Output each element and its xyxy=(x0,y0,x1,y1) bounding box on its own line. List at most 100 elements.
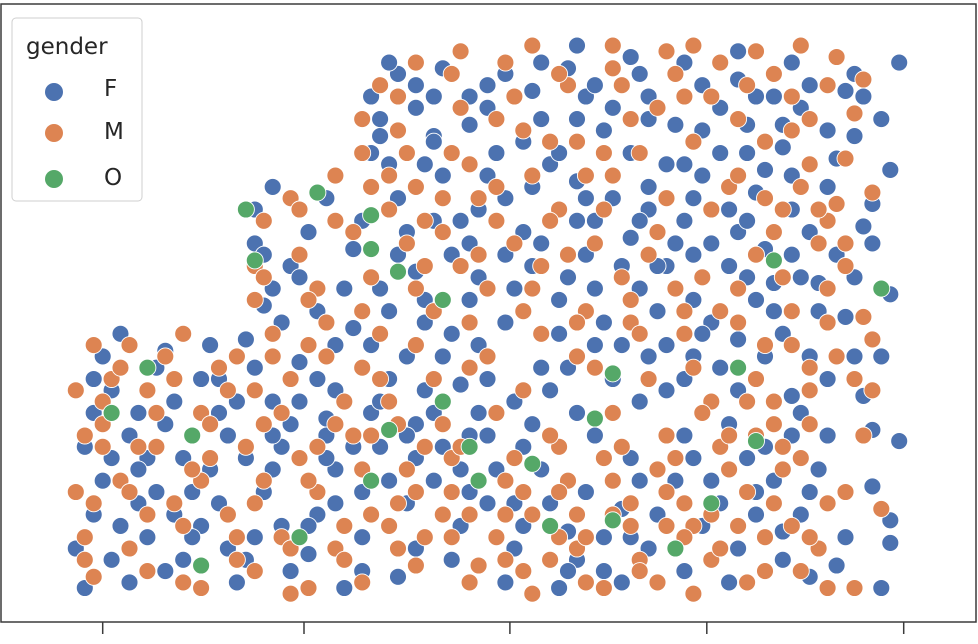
data-point-f xyxy=(147,483,166,501)
data-point-f xyxy=(424,471,443,490)
data-point-o xyxy=(469,471,488,490)
data-point-m xyxy=(800,358,819,377)
data-point-o xyxy=(192,556,211,575)
data-point-m xyxy=(380,200,399,219)
data-point-f xyxy=(836,81,855,100)
data-point-m xyxy=(487,211,506,230)
data-point-m xyxy=(281,370,300,388)
data-point-m xyxy=(756,562,774,581)
data-point-o xyxy=(102,403,121,422)
legend-marker-o xyxy=(45,170,63,188)
data-point-f xyxy=(532,110,551,129)
data-point-m xyxy=(317,313,336,332)
data-point-f xyxy=(800,76,819,95)
data-point-o xyxy=(603,364,622,383)
data-point-m xyxy=(362,426,381,445)
data-point-f xyxy=(299,223,318,242)
data-point-f xyxy=(845,347,864,366)
data-point-m xyxy=(299,290,318,309)
data-point-f xyxy=(406,98,425,117)
data-point-m xyxy=(773,200,792,219)
data-point-f xyxy=(165,392,184,411)
data-point-f xyxy=(630,64,649,83)
data-point-m xyxy=(675,302,694,321)
data-point-m xyxy=(147,437,166,456)
legend-title: gender xyxy=(26,34,108,60)
data-point-f xyxy=(800,483,819,501)
data-point-f xyxy=(505,279,524,298)
data-point-m xyxy=(541,426,560,445)
data-point-f xyxy=(585,279,604,298)
data-point-f xyxy=(335,279,354,298)
data-point-f xyxy=(747,290,765,309)
data-point-f xyxy=(84,370,103,388)
data-point-f xyxy=(675,562,694,581)
data-point-f xyxy=(129,460,148,479)
data-point-f xyxy=(299,545,318,564)
data-point-f xyxy=(594,562,613,581)
data-point-m xyxy=(192,579,211,597)
data-point-m xyxy=(514,121,533,140)
data-point-m xyxy=(738,392,757,411)
data-point-m xyxy=(827,48,846,66)
data-point-m xyxy=(299,579,318,597)
data-point-m xyxy=(290,245,309,264)
data-point-m xyxy=(550,483,569,501)
data-point-m xyxy=(523,279,542,298)
data-point-o xyxy=(183,426,202,445)
data-point-f xyxy=(818,426,837,445)
data-point-m xyxy=(254,415,273,434)
data-point-f xyxy=(245,358,264,377)
data-point-f xyxy=(836,307,855,326)
data-point-f xyxy=(585,336,604,355)
data-point-f xyxy=(818,370,837,388)
data-point-m xyxy=(460,358,479,377)
data-point-m xyxy=(603,36,622,55)
data-point-f xyxy=(559,268,577,287)
data-point-m xyxy=(666,279,685,298)
data-point-f xyxy=(684,245,703,264)
data-point-m xyxy=(487,110,506,129)
data-point-o xyxy=(747,432,765,451)
data-point-m xyxy=(666,64,685,83)
data-point-m xyxy=(854,307,873,326)
data-point-m xyxy=(729,313,748,332)
data-point-m xyxy=(756,132,774,151)
data-point-f xyxy=(738,211,757,230)
data-point-f xyxy=(729,42,748,61)
data-point-m xyxy=(836,483,855,501)
data-point-m xyxy=(854,70,873,89)
data-point-m xyxy=(630,562,649,581)
data-point-m xyxy=(75,528,94,547)
data-point-m xyxy=(353,302,372,321)
data-point-m xyxy=(299,471,318,490)
data-point-m xyxy=(836,257,855,275)
data-point-m xyxy=(84,336,103,355)
data-point-m xyxy=(863,330,882,349)
data-point-m xyxy=(451,98,470,117)
data-point-f xyxy=(720,257,739,275)
data-point-m xyxy=(120,539,139,558)
data-point-m xyxy=(344,426,363,445)
data-point-m xyxy=(353,110,372,129)
data-point-f xyxy=(380,302,399,321)
data-point-m xyxy=(371,370,390,388)
data-point-f xyxy=(782,245,801,264)
data-point-m xyxy=(326,415,345,434)
data-point-m xyxy=(863,183,882,202)
data-point-m xyxy=(451,257,470,275)
data-point-f xyxy=(424,87,443,106)
data-point-m xyxy=(523,584,542,603)
data-point-m xyxy=(433,189,452,208)
data-point-f xyxy=(218,426,237,445)
data-point-m xyxy=(326,211,345,230)
legend-label-m: M xyxy=(104,119,124,145)
data-point-m xyxy=(75,550,94,569)
data-point-m xyxy=(415,257,434,275)
data-point-m xyxy=(389,494,407,513)
data-point-m xyxy=(514,381,533,400)
data-point-f xyxy=(747,505,765,524)
data-point-m xyxy=(854,426,873,445)
data-point-f xyxy=(666,115,685,134)
data-point-f xyxy=(773,550,792,569)
